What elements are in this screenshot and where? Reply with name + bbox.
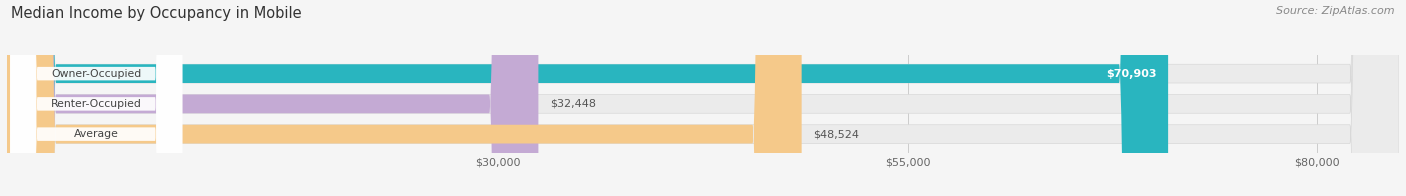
Text: $70,903: $70,903: [1107, 69, 1157, 79]
FancyBboxPatch shape: [7, 0, 1399, 196]
Text: Owner-Occupied: Owner-Occupied: [51, 69, 142, 79]
Text: $32,448: $32,448: [550, 99, 596, 109]
Text: $48,524: $48,524: [813, 129, 859, 139]
FancyBboxPatch shape: [10, 0, 183, 196]
Text: Median Income by Occupancy in Mobile: Median Income by Occupancy in Mobile: [11, 6, 302, 21]
FancyBboxPatch shape: [10, 0, 183, 196]
Text: Renter-Occupied: Renter-Occupied: [51, 99, 142, 109]
Text: Average: Average: [75, 129, 118, 139]
FancyBboxPatch shape: [7, 0, 801, 196]
FancyBboxPatch shape: [7, 0, 1399, 196]
Text: Source: ZipAtlas.com: Source: ZipAtlas.com: [1277, 6, 1395, 16]
FancyBboxPatch shape: [10, 0, 183, 196]
FancyBboxPatch shape: [7, 0, 1168, 196]
FancyBboxPatch shape: [7, 0, 538, 196]
FancyBboxPatch shape: [7, 0, 1399, 196]
